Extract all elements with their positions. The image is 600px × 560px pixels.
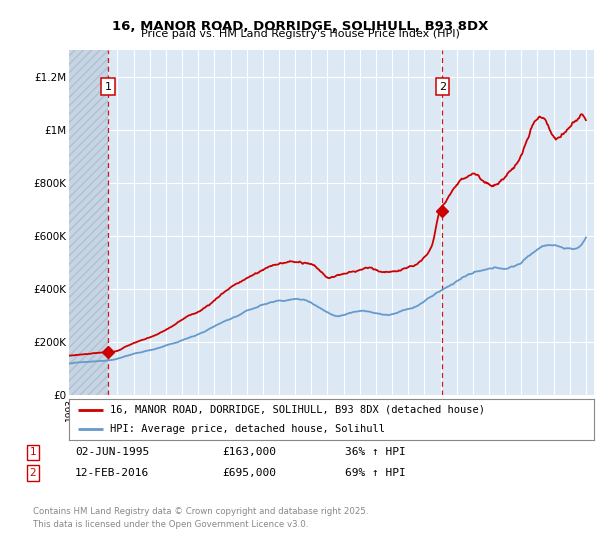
Text: 69% ↑ HPI: 69% ↑ HPI: [345, 468, 406, 478]
Text: 16, MANOR ROAD, DORRIDGE, SOLIHULL, B93 8DX: 16, MANOR ROAD, DORRIDGE, SOLIHULL, B93 …: [112, 20, 488, 32]
Text: 02-JUN-1995: 02-JUN-1995: [75, 447, 149, 458]
Text: £695,000: £695,000: [222, 468, 276, 478]
Bar: [69, 50, 108, 395]
Text: Price paid vs. HM Land Registry's House Price Index (HPI): Price paid vs. HM Land Registry's House …: [140, 29, 460, 39]
Text: Contains HM Land Registry data © Crown copyright and database right 2025.
This d: Contains HM Land Registry data © Crown c…: [33, 507, 368, 529]
Text: £163,000: £163,000: [222, 447, 276, 458]
Text: HPI: Average price, detached house, Solihull: HPI: Average price, detached house, Soli…: [110, 423, 385, 433]
Text: 2: 2: [439, 82, 446, 92]
Text: 2: 2: [29, 468, 37, 478]
Text: 36% ↑ HPI: 36% ↑ HPI: [345, 447, 406, 458]
Text: 12-FEB-2016: 12-FEB-2016: [75, 468, 149, 478]
Text: 1: 1: [29, 447, 37, 458]
Text: 16, MANOR ROAD, DORRIDGE, SOLIHULL, B93 8DX (detached house): 16, MANOR ROAD, DORRIDGE, SOLIHULL, B93 …: [110, 405, 485, 415]
Text: 1: 1: [104, 82, 112, 92]
